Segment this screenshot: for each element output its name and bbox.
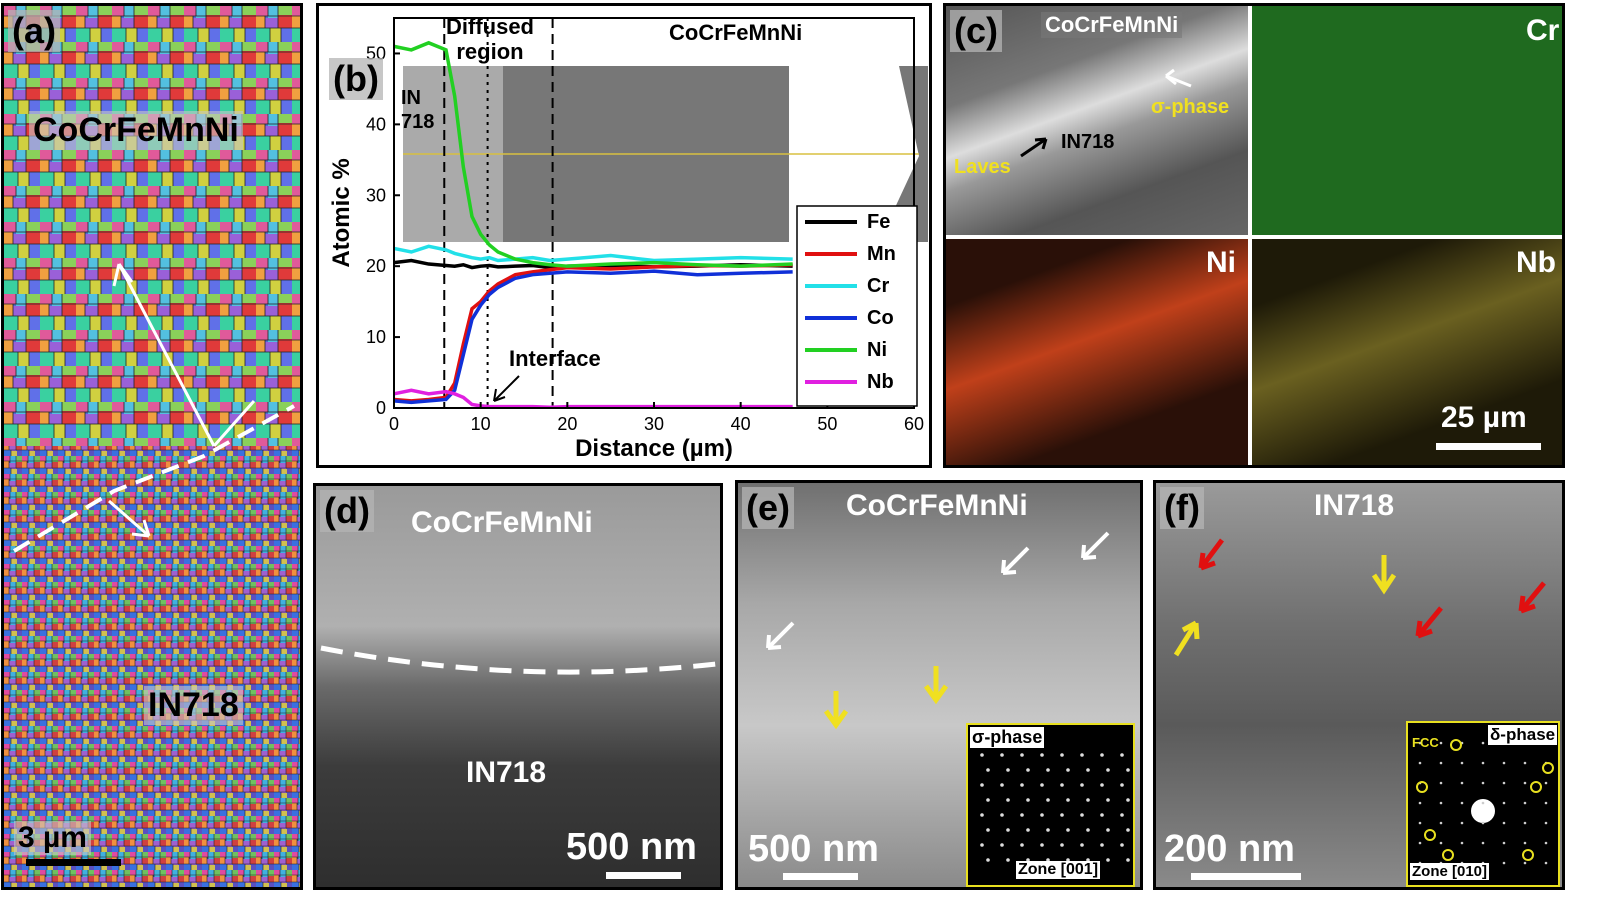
inset-f-zone: Zone [010] xyxy=(1410,863,1490,880)
panel-a-scale-bar xyxy=(26,859,121,866)
panel-e-tem: (e) CoCrFeMnNi 500 nm σ-phase Zone [001] xyxy=(735,480,1143,890)
panel-f-scale: 200 nm xyxy=(1164,828,1295,870)
panel-c-scale-bar xyxy=(1436,443,1541,450)
ebsd-grain-map xyxy=(4,6,300,887)
inset-e-zone: Zone [001] xyxy=(1016,861,1101,879)
panel-d-top-text: CoCrFeMnNi xyxy=(411,506,593,539)
panel-a-scale-text: 3 µm xyxy=(14,821,91,855)
legend-label-nb: Nb xyxy=(867,371,894,393)
panel-f-tem: (f) IN718 200 nm FCC δ-phase Zone [010] xyxy=(1153,480,1565,890)
panel-c-scale: 25 µm xyxy=(1441,401,1527,434)
panel-c-in718: IN718 xyxy=(1061,131,1115,153)
panel-f-top-text: IN718 xyxy=(1314,489,1395,522)
series-line-cr xyxy=(393,244,793,263)
panel-b-line-profile: 0 10 20 30 40 50 60 0 10 20 30 40 50 Distance (µm) Ato… xyxy=(316,3,932,468)
inset-f-fcc: FCC xyxy=(1412,735,1439,750)
legend-label-mn: Mn xyxy=(867,243,896,265)
panel-b-region-in: IN 718 xyxy=(401,87,435,133)
panel-f-label: (f) xyxy=(1160,487,1204,529)
legend-label-co: Co xyxy=(867,307,894,329)
cr-map xyxy=(1252,6,1562,235)
panel-b-title: CoCrFeMnNi xyxy=(669,20,803,45)
legend-label-cr: Cr xyxy=(867,275,889,297)
panel-d-label: (d) xyxy=(320,490,374,532)
nb-map xyxy=(1252,239,1562,465)
y-tick-label: 20 xyxy=(366,256,386,276)
saed-inset-sigma: σ-phase Zone [001] xyxy=(966,723,1135,887)
panel-a-bottom-text: IN718 xyxy=(144,686,243,725)
x-axis-label: Distance (µm) xyxy=(575,435,733,462)
panel-d-scale: 500 nm xyxy=(566,826,697,868)
panel-a-ebsd-map: (a) CoCrFeMnNi IN718 3 µm xyxy=(1,3,303,890)
y-tick-label: 30 xyxy=(366,185,386,205)
y-tick-label: 40 xyxy=(366,114,386,134)
panel-d-tem: (d) CoCrFeMnNi IN718 500 nm xyxy=(313,483,723,890)
x-tick-label: 0 xyxy=(389,414,399,434)
panel-c-laves: Laves xyxy=(954,156,1011,178)
panel-c-eds-maps: (c) CoCrFeMnNi σ-phase IN718 Laves Cr Ni… xyxy=(943,3,1565,468)
inset-f-title: δ-phase xyxy=(1488,725,1558,745)
panel-c-top-text: CoCrFeMnNi xyxy=(1041,12,1183,38)
panel-c-ni: Ni xyxy=(1206,246,1236,279)
x-tick-label: 40 xyxy=(731,414,751,434)
panel-a-label: (a) xyxy=(8,10,60,52)
legend-label-fe: Fe xyxy=(867,211,890,233)
saed-inset-delta: FCC δ-phase Zone [010] xyxy=(1406,721,1560,887)
y-axis-label: Atomic % xyxy=(328,158,355,267)
panel-e-label: (e) xyxy=(742,487,794,529)
panel-e-scale-bar xyxy=(783,873,858,880)
series-line-nb xyxy=(393,388,793,410)
panel-e-top-text: CoCrFeMnNi xyxy=(846,489,1028,522)
y-tick-label: 10 xyxy=(366,327,386,347)
series-line-co xyxy=(393,269,793,405)
panel-f-scale-bar xyxy=(1191,873,1301,880)
legend-box xyxy=(796,205,918,407)
ni-map xyxy=(946,239,1248,465)
panel-c-cr: Cr xyxy=(1526,14,1560,47)
panel-b-region-diffused: Diffused region xyxy=(446,14,534,65)
x-tick-label: 30 xyxy=(644,414,664,434)
panel-b-label: (b) xyxy=(329,58,383,100)
legend-label-ni: Ni xyxy=(867,339,887,361)
inset-e-title: σ-phase xyxy=(970,727,1045,748)
panel-d-scale-bar xyxy=(606,872,681,879)
panel-d-bottom-text: IN718 xyxy=(466,756,547,789)
panel-a-top-text: CoCrFeMnNi xyxy=(29,111,243,150)
panel-c-sigma: σ-phase xyxy=(1151,96,1230,118)
series-line-ni xyxy=(393,40,793,268)
x-tick-label: 20 xyxy=(557,414,577,434)
panel-e-scale: 500 nm xyxy=(748,828,879,870)
x-tick-label: 60 xyxy=(904,414,924,434)
panel-c-label: (c) xyxy=(950,10,1002,52)
series-line-mn xyxy=(393,263,793,403)
x-tick-label: 50 xyxy=(817,414,837,434)
panel-b-interface: Interface xyxy=(509,346,601,371)
y-tick-label: 0 xyxy=(376,398,386,418)
x-tick-label: 10 xyxy=(471,414,491,434)
panel-c-nb: Nb xyxy=(1516,246,1556,279)
